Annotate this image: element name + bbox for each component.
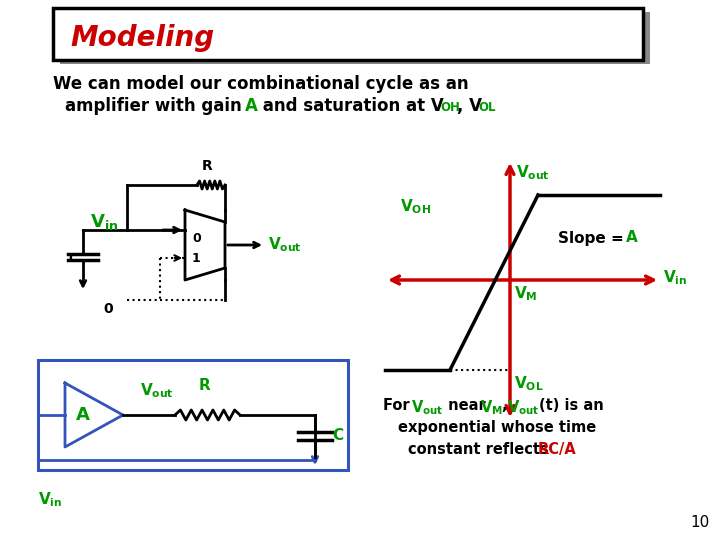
Text: $\mathbf{V_{out}}$: $\mathbf{V_{out}}$ [411,398,444,417]
Text: 0: 0 [103,302,112,316]
Text: $\mathbf{V_M}$: $\mathbf{V_M}$ [514,284,538,303]
Text: A: A [626,231,638,246]
Text: Modeling: Modeling [70,24,214,52]
Text: OL: OL [478,101,495,114]
Text: 1: 1 [192,252,201,265]
Text: OH: OH [440,101,460,114]
Text: exponential whose time: exponential whose time [398,420,596,435]
Text: R: R [202,159,212,173]
Text: $\mathbf{V_{OH}}$: $\mathbf{V_{OH}}$ [400,197,431,215]
Text: (t) is an: (t) is an [539,398,604,413]
Text: RC/A: RC/A [538,442,577,457]
Text: We can model our combinational cycle as an: We can model our combinational cycle as … [53,75,469,93]
Text: $\mathbf{V_{out}}$: $\mathbf{V_{out}}$ [140,381,174,400]
Text: ,: , [501,398,507,413]
Text: R: R [199,378,211,393]
Text: $\mathbf{V_{in}}$: $\mathbf{V_{in}}$ [90,212,118,232]
FancyBboxPatch shape [53,8,643,60]
Text: $\mathbf{V_{out}}$: $\mathbf{V_{out}}$ [268,235,302,254]
Text: C: C [68,252,77,265]
Text: A: A [76,406,90,424]
Text: and saturation at V: and saturation at V [257,97,444,115]
FancyBboxPatch shape [60,12,650,64]
Text: 0: 0 [192,232,201,245]
Text: $\mathbf{V_{in}}$: $\mathbf{V_{in}}$ [663,268,688,287]
Text: $\mathbf{V_{in}}$: $\mathbf{V_{in}}$ [38,490,63,509]
Text: $\mathbf{V_{OL}}$: $\mathbf{V_{OL}}$ [514,374,544,393]
Text: amplifier with gain: amplifier with gain [65,97,248,115]
Text: constant reflects: constant reflects [408,442,554,457]
Text: 10: 10 [690,515,710,530]
Text: A: A [245,97,258,115]
Bar [38,360,348,470]
Text: , V: , V [457,97,482,115]
Text: $\mathbf{V_{out}}$: $\mathbf{V_{out}}$ [516,163,550,181]
Text: Slope =: Slope = [558,231,629,246]
Text: near: near [443,398,491,413]
Text: $\mathbf{V_M}$: $\mathbf{V_M}$ [480,398,503,417]
Text: For: For [383,398,415,413]
Text: C: C [332,429,343,443]
Text: $\mathbf{V_{out}}$: $\mathbf{V_{out}}$ [507,398,539,417]
Polygon shape [65,383,123,447]
